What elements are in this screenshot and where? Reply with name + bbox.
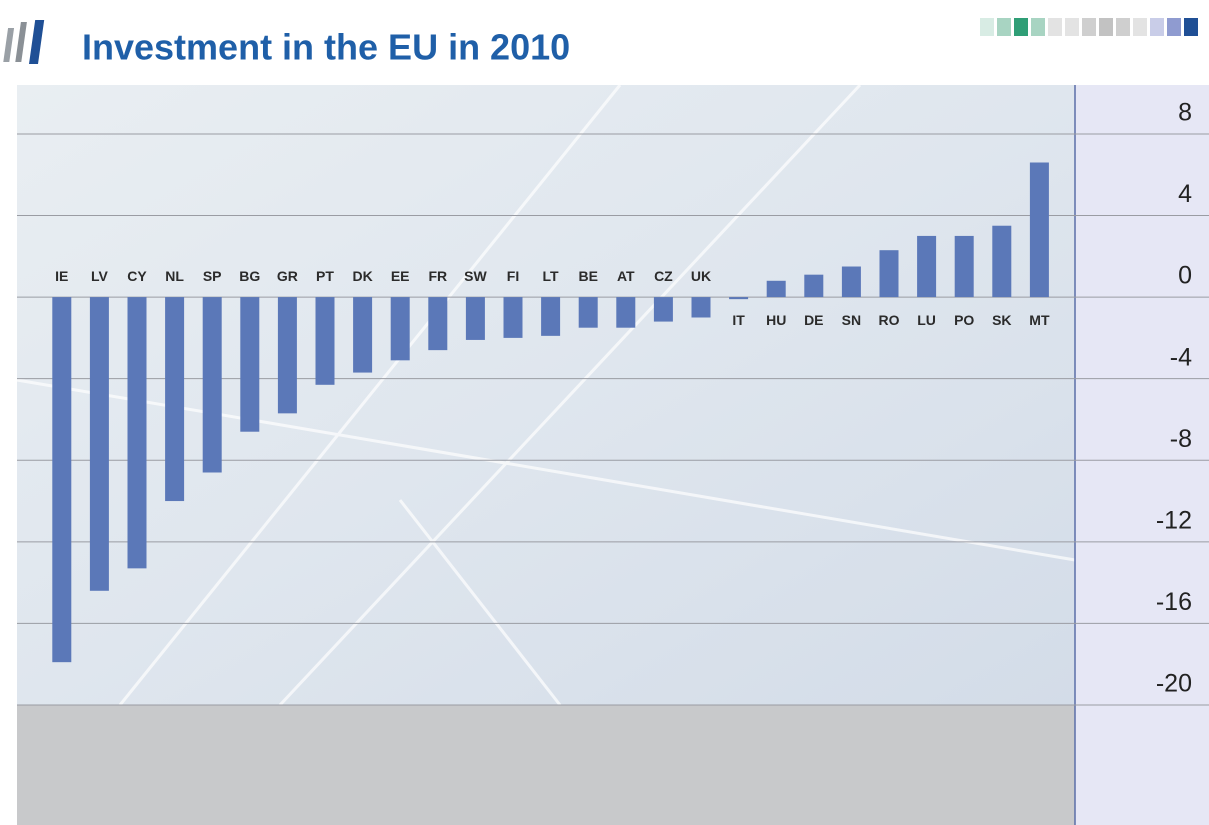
bar bbox=[127, 297, 147, 569]
x-tick-label: RO bbox=[879, 312, 900, 328]
bar bbox=[428, 297, 448, 351]
x-tick-label: DE bbox=[804, 312, 823, 328]
y-tick-label: 8 bbox=[1178, 99, 1192, 127]
x-tick-label: BG bbox=[239, 268, 260, 284]
y-tick-label: -12 bbox=[1156, 506, 1192, 534]
chart-title: Investment in the EU in 2010 bbox=[82, 27, 570, 68]
x-tick-label: LV bbox=[91, 268, 109, 284]
x-tick-label: IE bbox=[55, 268, 68, 284]
photo-lines bbox=[16, 83, 1076, 707]
bar bbox=[353, 297, 373, 373]
bar bbox=[165, 297, 185, 502]
x-tick-label: PO bbox=[954, 312, 974, 328]
y-tick-label: -20 bbox=[1156, 670, 1192, 698]
y-tick-label: -4 bbox=[1170, 343, 1192, 371]
x-tick-label: FI bbox=[507, 268, 519, 284]
x-tick-label: GR bbox=[277, 268, 298, 284]
bar bbox=[729, 297, 749, 300]
x-tick-label: DK bbox=[352, 268, 372, 284]
y-tick-label: -16 bbox=[1156, 588, 1192, 616]
logo bbox=[3, 20, 45, 64]
x-tick-label: NL bbox=[165, 268, 184, 284]
bar bbox=[503, 297, 523, 338]
bar bbox=[766, 280, 786, 298]
y-tick-label: 4 bbox=[1178, 180, 1192, 208]
bar bbox=[691, 297, 711, 318]
bar bbox=[879, 250, 899, 298]
bar bbox=[52, 297, 72, 663]
x-tick-label: BE bbox=[578, 268, 597, 284]
x-tick-label: MT bbox=[1029, 312, 1050, 328]
bar bbox=[954, 235, 974, 298]
bar bbox=[277, 297, 297, 414]
bar bbox=[578, 297, 598, 328]
x-tick-label: IT bbox=[732, 312, 745, 328]
decor-squares bbox=[980, 18, 1198, 36]
bar bbox=[202, 297, 222, 473]
bar bbox=[917, 235, 937, 298]
axis-panel bbox=[1075, 85, 1209, 825]
y-tick-label: -8 bbox=[1170, 425, 1192, 453]
x-tick-label: LU bbox=[917, 312, 936, 328]
bar bbox=[315, 297, 335, 385]
x-tick-label: CZ bbox=[654, 268, 673, 284]
bar bbox=[541, 297, 561, 336]
x-tick-label: FR bbox=[428, 268, 447, 284]
x-tick-label: EE bbox=[391, 268, 410, 284]
x-tick-label: SK bbox=[992, 312, 1011, 328]
x-tick-label: AT bbox=[617, 268, 635, 284]
x-tick-label: LT bbox=[543, 268, 560, 284]
x-tick-label: PT bbox=[316, 268, 334, 284]
bar bbox=[841, 266, 861, 298]
bar bbox=[240, 297, 260, 432]
x-tick-label: HU bbox=[766, 312, 786, 328]
x-tick-label: SN bbox=[842, 312, 861, 328]
plot-background bbox=[17, 85, 1075, 705]
x-tick-label: SW bbox=[464, 268, 487, 284]
bar bbox=[992, 225, 1012, 298]
bar bbox=[653, 297, 673, 322]
bar bbox=[465, 297, 485, 340]
x-tick-label: CY bbox=[127, 268, 147, 284]
bar bbox=[1029, 162, 1049, 298]
y-tick-label: 0 bbox=[1178, 262, 1192, 290]
x-tick-label: UK bbox=[691, 268, 711, 284]
bar bbox=[89, 297, 109, 591]
bar bbox=[616, 297, 636, 328]
bar bbox=[390, 297, 410, 361]
bottom-panel bbox=[17, 705, 1075, 825]
x-tick-label: SP bbox=[203, 268, 222, 284]
bar bbox=[804, 274, 824, 298]
